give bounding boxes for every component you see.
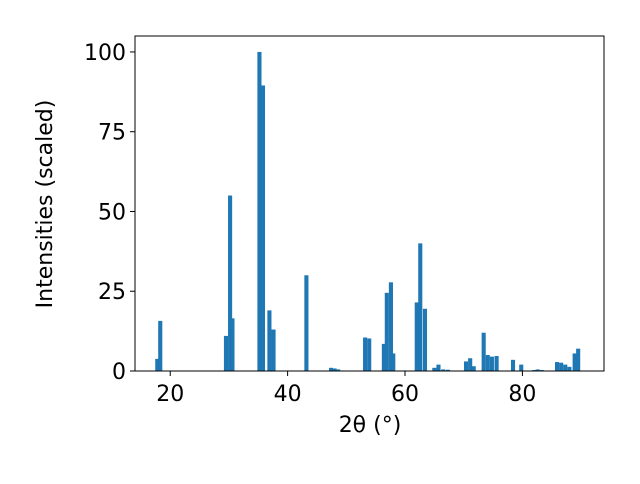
x-tick-label: 20 bbox=[156, 382, 184, 407]
x-tick-label: 40 bbox=[274, 382, 302, 407]
plot-frame bbox=[134, 35, 605, 372]
bar bbox=[267, 310, 272, 371]
bar bbox=[381, 343, 386, 371]
bar bbox=[559, 362, 564, 371]
bar bbox=[223, 335, 229, 371]
bar bbox=[158, 320, 163, 371]
bar bbox=[257, 51, 262, 371]
bar bbox=[388, 282, 393, 371]
bar bbox=[328, 367, 334, 371]
bar bbox=[436, 364, 441, 371]
bar bbox=[432, 367, 437, 371]
y-tick-label: 25 bbox=[98, 280, 126, 305]
x-axis-label: 2θ (°) bbox=[339, 413, 402, 438]
bar bbox=[494, 356, 499, 371]
bar bbox=[464, 361, 469, 371]
y-tick-label: 50 bbox=[98, 200, 126, 225]
bar bbox=[418, 243, 423, 371]
bar bbox=[441, 369, 446, 371]
bar bbox=[228, 195, 233, 371]
bar bbox=[510, 359, 516, 371]
bar bbox=[519, 364, 524, 371]
y-axis-label: Intensities (scaled) bbox=[33, 100, 58, 309]
bar bbox=[563, 364, 568, 371]
bar bbox=[422, 308, 428, 371]
y-tick-label: 100 bbox=[84, 41, 126, 66]
bar bbox=[445, 369, 450, 371]
bar bbox=[367, 338, 372, 371]
bar bbox=[471, 366, 476, 371]
bar bbox=[468, 358, 473, 371]
bar bbox=[414, 302, 419, 371]
bar bbox=[363, 337, 368, 371]
bar bbox=[485, 355, 490, 371]
bar bbox=[391, 353, 396, 371]
x-tick-label: 60 bbox=[391, 382, 419, 407]
bar bbox=[554, 362, 560, 371]
bar bbox=[332, 368, 337, 371]
bar bbox=[304, 275, 309, 371]
x-tick-label: 80 bbox=[508, 382, 536, 407]
bar bbox=[576, 348, 581, 371]
bar bbox=[567, 366, 572, 371]
bar bbox=[384, 292, 389, 371]
bar bbox=[572, 353, 577, 371]
bar bbox=[260, 85, 266, 371]
bar bbox=[489, 356, 494, 371]
y-tick-label: 0 bbox=[112, 360, 126, 385]
bar bbox=[230, 318, 235, 371]
bar bbox=[535, 369, 540, 371]
bar bbox=[155, 358, 160, 371]
bar bbox=[271, 329, 276, 371]
bar bbox=[481, 332, 486, 371]
bar bbox=[336, 369, 341, 371]
y-tick-label: 75 bbox=[98, 121, 126, 146]
